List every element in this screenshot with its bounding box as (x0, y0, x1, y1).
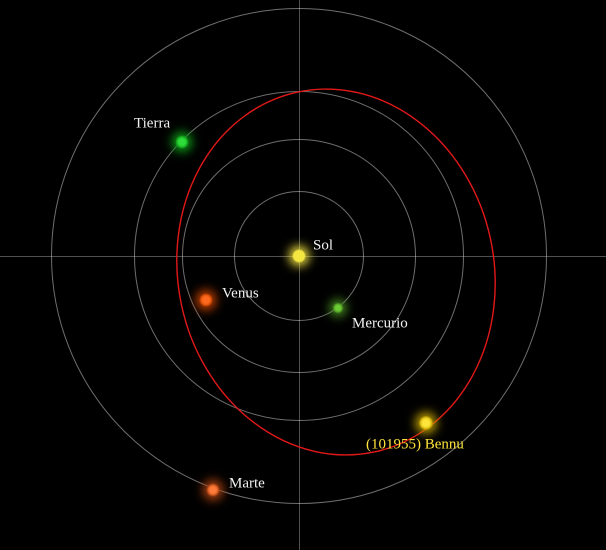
bennu-label: (101955) Bennu (366, 437, 464, 454)
bennu-body (419, 416, 434, 431)
venus-label: Venus (222, 286, 259, 303)
orbital-diagram: Sol Mercurio Venus Tierra Marte (101955) Benn… (0, 0, 606, 550)
bennu-orbit (0, 0, 606, 550)
sol-label: Sol (313, 238, 333, 255)
tierra-label: Tierra (134, 116, 170, 133)
marte-body (206, 483, 220, 497)
mercurio-label: Mercurio (352, 316, 408, 333)
sol-body (292, 249, 306, 263)
marte-label: Marte (229, 476, 265, 493)
venus-body (199, 293, 213, 307)
tierra-body (175, 135, 189, 149)
mercurio-body (333, 303, 344, 314)
